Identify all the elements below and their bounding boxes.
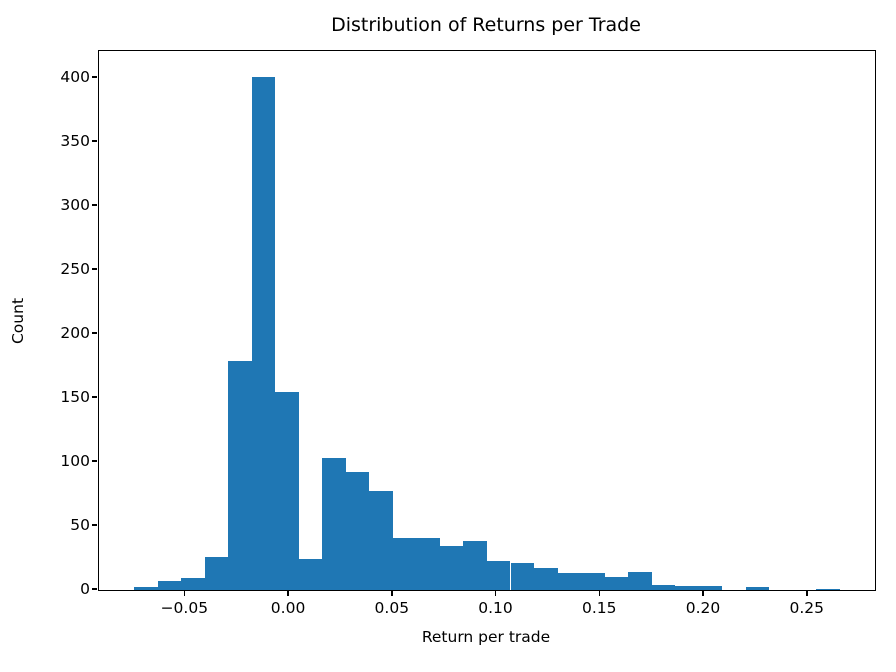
x-tick-mark xyxy=(287,591,289,596)
hist-bar xyxy=(369,491,393,590)
x-tick-label: 0.10 xyxy=(478,599,513,617)
plot-area xyxy=(98,50,876,591)
y-tick-mark xyxy=(92,204,97,206)
hist-bar xyxy=(134,587,158,590)
hist-bar xyxy=(510,563,534,590)
y-tick-mark xyxy=(92,140,97,142)
hist-bar xyxy=(628,572,652,590)
hist-bar xyxy=(698,586,723,590)
hist-bar xyxy=(392,537,417,590)
y-tick-mark xyxy=(92,588,97,590)
y-tick-label: 300 xyxy=(60,195,90,214)
y-tick-mark xyxy=(92,460,97,462)
y-tick-mark xyxy=(92,268,97,270)
chart-title: Distribution of Returns per Trade xyxy=(331,14,641,36)
hist-bar xyxy=(604,577,629,590)
y-tick-label: 200 xyxy=(60,323,90,342)
x-tick-mark xyxy=(183,591,186,596)
hist-bar xyxy=(534,568,558,590)
hist-bar xyxy=(439,546,464,590)
hist-bar xyxy=(675,586,699,590)
hist-bar xyxy=(557,573,582,590)
x-axis-label: Return per trade xyxy=(421,628,551,646)
hist-bar xyxy=(486,560,511,590)
y-tick-mark xyxy=(92,524,97,526)
hist-bar xyxy=(463,541,487,590)
x-tick-mark xyxy=(806,591,808,596)
y-tick-label: 250 xyxy=(60,259,90,278)
x-tick-label: 0.15 xyxy=(582,599,617,617)
x-tick-label: 0.25 xyxy=(789,599,825,617)
hist-bar xyxy=(228,360,252,590)
x-tick-mark xyxy=(598,591,601,596)
hist-bar xyxy=(816,588,840,590)
hist-bar xyxy=(651,584,676,590)
y-tick-label: 0 xyxy=(80,580,90,598)
y-tick-label: 150 xyxy=(60,387,90,406)
hist-bar xyxy=(345,472,370,590)
hist-bar xyxy=(298,559,323,590)
x-tick-label: 0.00 xyxy=(270,599,306,617)
y-tick-mark xyxy=(92,76,97,78)
hist-bar xyxy=(322,458,346,590)
hist-bar xyxy=(251,76,276,590)
y-tick-mark xyxy=(92,332,97,334)
x-tick-mark xyxy=(702,591,704,596)
histogram-bars xyxy=(99,51,875,590)
hist-bar xyxy=(275,391,299,590)
y-tick-label: 50 xyxy=(70,515,90,534)
x-tick-label: 0.20 xyxy=(685,599,721,617)
hist-bar xyxy=(416,537,440,590)
x-tick-label: 0.05 xyxy=(374,599,410,617)
x-tick-mark xyxy=(494,591,497,596)
y-tick-label: 100 xyxy=(60,451,90,470)
hist-bar xyxy=(157,581,182,590)
hist-bar xyxy=(745,587,770,590)
hist-bar xyxy=(204,556,229,590)
y-axis-label: Count xyxy=(9,297,27,345)
y-tick-label: 350 xyxy=(60,131,90,150)
hist-bar xyxy=(581,573,605,590)
y-tick-label: 400 xyxy=(60,67,90,86)
x-tick-label: −0.05 xyxy=(160,599,209,617)
hist-bar xyxy=(181,578,205,590)
x-tick-mark xyxy=(391,591,393,596)
y-tick-mark xyxy=(92,396,97,398)
